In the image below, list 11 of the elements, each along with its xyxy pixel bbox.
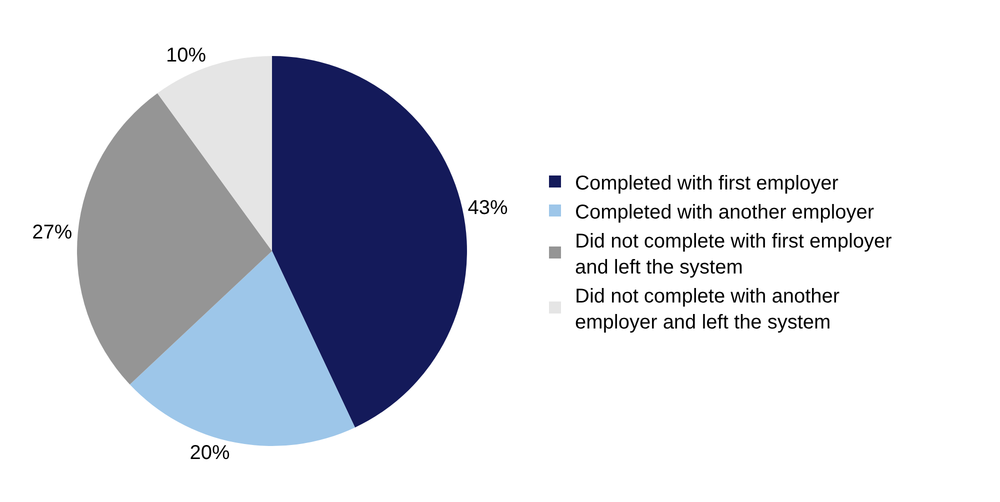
- pie-slice: [130, 251, 356, 446]
- pie-slice: [77, 93, 272, 384]
- legend-label: Completed with another employer: [575, 201, 874, 224]
- legend-label: Did not complete with first employer and left the system: [575, 230, 892, 278]
- pie-slice: [272, 56, 467, 428]
- data-label: 20%: [190, 442, 230, 464]
- legend-label: Did not complete with another employer and left the system: [575, 285, 840, 334]
- data-label: 10%: [166, 44, 206, 67]
- data-label: 43%: [468, 196, 508, 219]
- data-label: 27%: [32, 222, 72, 244]
- legend-label: Completed with first employer: [575, 172, 839, 194]
